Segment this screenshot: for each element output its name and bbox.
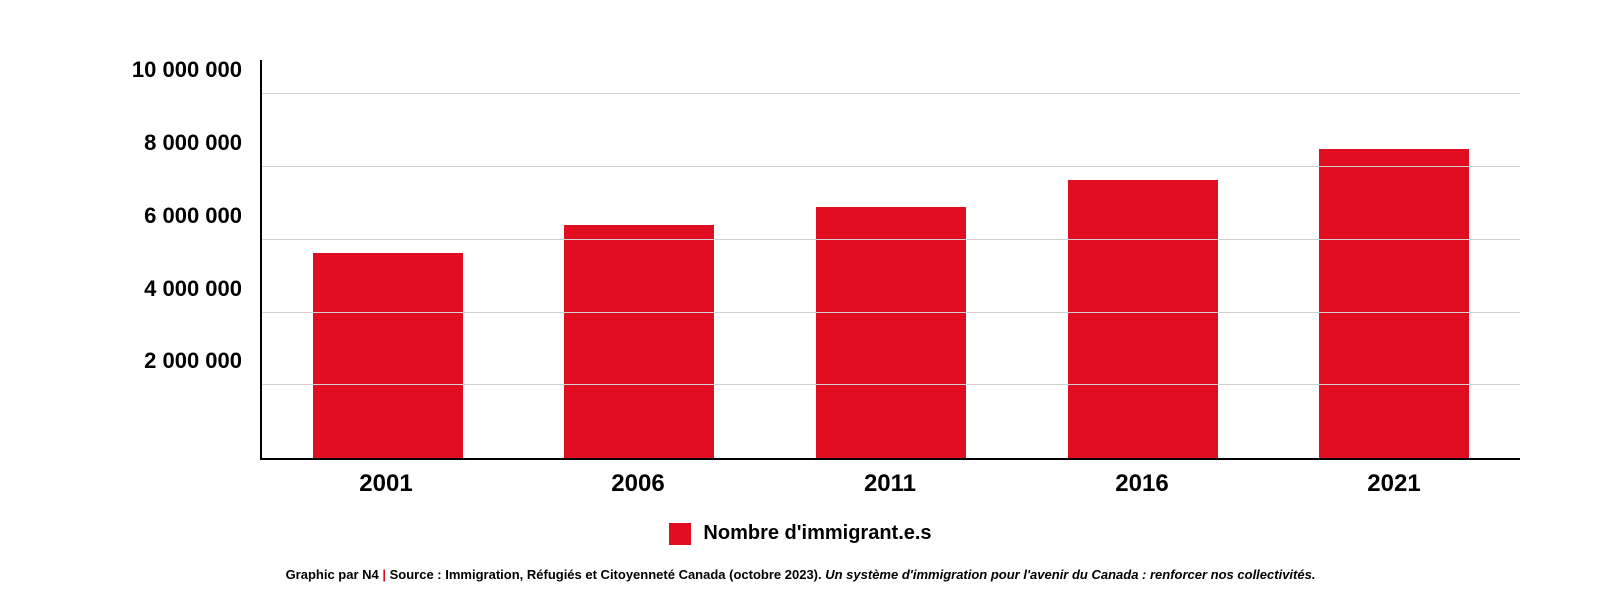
x-axis: 20012006201120162021 xyxy=(260,460,1520,498)
legend: Nombre d'immigrant.e.s xyxy=(0,522,1601,545)
source-italic: Un système d'immigration pour l'avenir d… xyxy=(825,567,1315,582)
x-tick-label: 2006 xyxy=(512,460,764,498)
bar xyxy=(1068,180,1218,458)
grid-line xyxy=(262,384,1520,385)
grid-line xyxy=(262,93,1520,94)
bar-slot xyxy=(765,60,1017,458)
bar-chart: 2 000 000 4 000 000 6 000 000 8 000 000 10 0… xyxy=(0,60,1601,582)
x-tick-label: 2021 xyxy=(1268,460,1520,498)
legend-swatch xyxy=(669,523,691,545)
bar xyxy=(564,225,714,458)
y-tick-label: 8 000 000 xyxy=(144,130,242,156)
bar xyxy=(816,207,966,458)
grid-line xyxy=(262,239,1520,240)
bar xyxy=(313,253,463,458)
bar-slot xyxy=(1017,60,1269,458)
source-line: Graphic par N4 | Source : Immigration, R… xyxy=(0,567,1601,582)
y-tick-label: 6 000 000 xyxy=(144,203,242,229)
bar xyxy=(1319,149,1469,458)
plot-row: 2 000 000 4 000 000 6 000 000 8 000 000 10 0… xyxy=(0,60,1601,460)
legend-label: Nombre d'immigrant.e.s xyxy=(703,522,931,545)
source-prefix: Graphic par N4 xyxy=(286,567,383,582)
x-tick-label: 2001 xyxy=(260,460,512,498)
source-mid: Source : Immigration, Réfugiés et Citoye… xyxy=(386,567,825,582)
bar-slot xyxy=(262,60,514,458)
y-axis: 2 000 000 4 000 000 6 000 000 8 000 000 10 0… xyxy=(0,60,260,460)
y-tick-label: 4 000 000 xyxy=(144,276,242,302)
plot-area xyxy=(260,60,1520,460)
grid-line xyxy=(262,166,1520,167)
grid-line xyxy=(262,312,1520,313)
bars-container xyxy=(262,60,1520,458)
y-tick-label: 10 000 000 xyxy=(132,57,242,83)
x-tick-label: 2011 xyxy=(764,460,1016,498)
bar-slot xyxy=(514,60,766,458)
y-tick-label: 2 000 000 xyxy=(144,348,242,374)
x-tick-label: 2016 xyxy=(1016,460,1268,498)
bar-slot xyxy=(1268,60,1520,458)
